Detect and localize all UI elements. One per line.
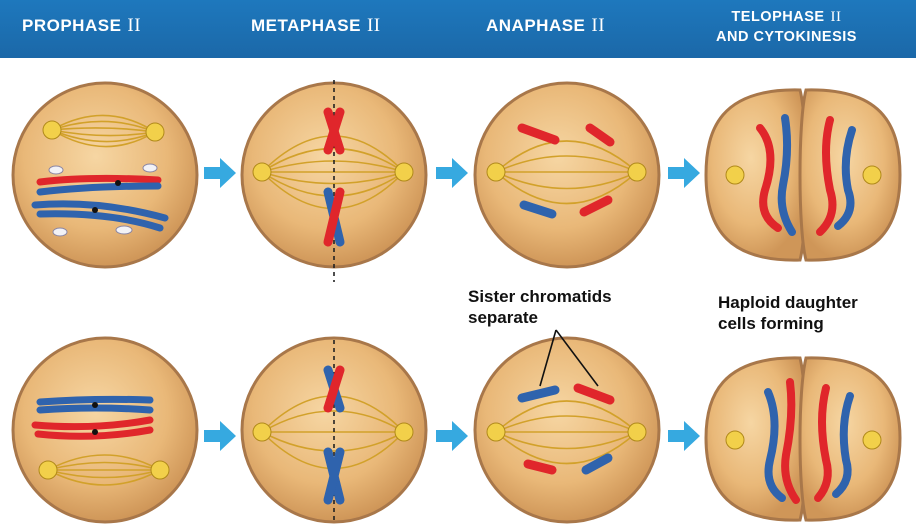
annotation-pointer-lines [539, 329, 599, 387]
phase-header-bar: PROPHASE II METAPHASE II ANAPHASE II TELOPH… [0, 0, 916, 58]
prophase-ii-label: PROPHASE II [22, 15, 141, 37]
phase-name: PROPHASE [22, 16, 122, 35]
centrosome-icon [627, 422, 647, 442]
centrosome-icon [42, 120, 62, 140]
centrosome-icon [725, 430, 745, 450]
right-arrow-icon [436, 158, 468, 188]
centrosome-icon [150, 460, 170, 480]
centrosome-icon [38, 460, 58, 480]
centrosome-icon [252, 162, 272, 182]
annotation-line: cells forming [718, 314, 824, 333]
centrosome-icon [394, 422, 414, 442]
nuclear-fragments [48, 163, 158, 237]
haploid-cells-annotation: Haploid daughter cells forming [718, 292, 858, 334]
annotation-line: separate [468, 308, 538, 327]
phase-numeral: II [127, 15, 142, 36]
right-arrow-icon [436, 421, 468, 451]
metaphase-cell-top [240, 80, 428, 282]
centrosome-icon [394, 162, 414, 182]
chromosomes [517, 383, 615, 475]
sister-chromatids-annotation: Sister chromatids separate [468, 286, 612, 328]
chromosomes [764, 378, 854, 504]
chromosomes [756, 114, 856, 236]
centrosome-icon [486, 422, 506, 442]
chromosomes [323, 365, 345, 505]
centrosome-icon [486, 162, 506, 182]
anaphase-ii-label: ANAPHASE II [486, 15, 605, 37]
meiosis-ii-diagram [11, 80, 902, 524]
right-arrow-icon [668, 158, 700, 188]
telophase-cells-top [704, 88, 902, 262]
chromosomes [323, 107, 345, 247]
phase-numeral: II [591, 15, 606, 36]
anaphase-cell-bottom [473, 329, 661, 524]
phase-name: METAPHASE [251, 16, 361, 35]
phase-numeral: II [830, 9, 842, 25]
spindle-fibers [47, 454, 161, 486]
spindle-fibers [495, 140, 638, 205]
right-arrow-icon [204, 421, 236, 451]
prophase-cell-bottom [11, 336, 199, 524]
centrosome-icon [725, 165, 745, 185]
chromosomes [31, 395, 154, 440]
metaphase-ii-label: METAPHASE II [251, 15, 381, 37]
annotation-line: Sister chromatids [468, 287, 612, 306]
phase-numeral: II [366, 15, 381, 36]
phase-name: ANAPHASE [486, 16, 586, 35]
spindle-fibers [495, 400, 638, 465]
centrosome-icon [252, 422, 272, 442]
spindle-fibers [51, 114, 156, 148]
phase-subtitle: AND CYTOKINESIS [716, 29, 857, 45]
step-arrows [204, 158, 700, 451]
telophase-cells-bottom [704, 356, 902, 522]
telophase-ii-label: TELOPHASE II AND CYTOKINESIS [716, 7, 857, 47]
centrosome-icon [862, 165, 882, 185]
prophase-cell-top [11, 81, 199, 269]
centrosome-icon [862, 430, 882, 450]
phase-name: TELOPHASE [731, 9, 825, 25]
chromosomes [517, 123, 615, 219]
annotation-line: Haploid daughter [718, 293, 858, 312]
anaphase-cell-top [473, 81, 661, 269]
right-arrow-icon [668, 421, 700, 451]
centrosome-icon [627, 162, 647, 182]
chromosomes [31, 174, 169, 232]
metaphase-cell-bottom [240, 336, 428, 524]
right-arrow-icon [204, 158, 236, 188]
centrosome-icon [145, 122, 165, 142]
